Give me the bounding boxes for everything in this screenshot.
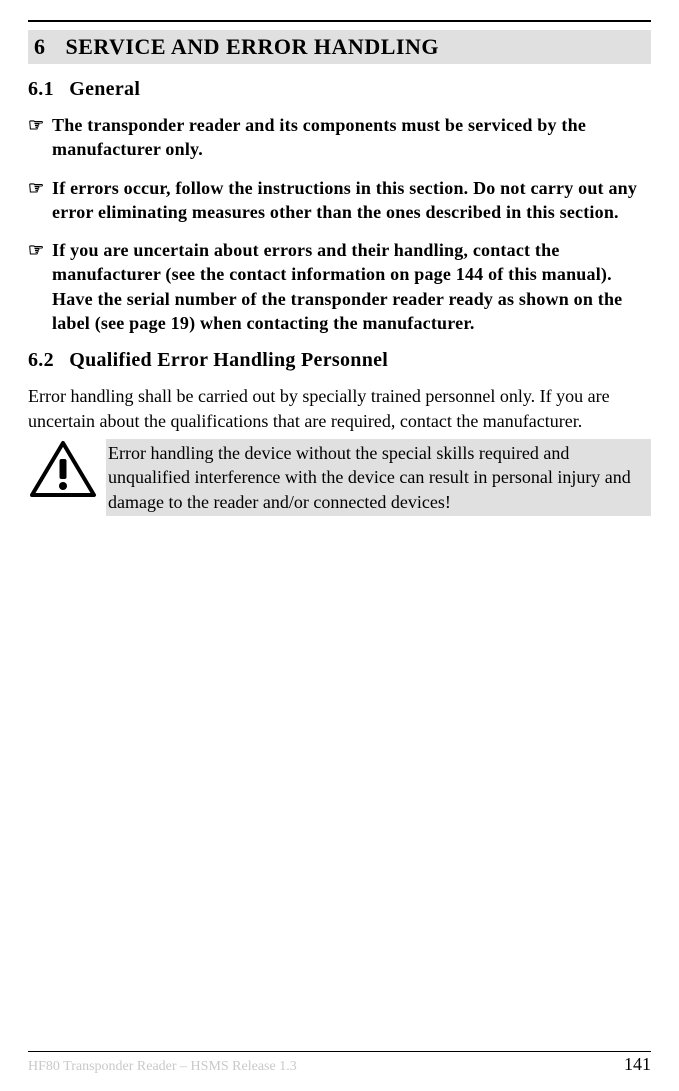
subsection-6-2-heading: 6.2 Qualified Error Handling Personnel: [28, 349, 651, 372]
list-item: ☞ If errors occur, follow the instructio…: [28, 176, 651, 225]
bullet-text: The transponder reader and its component…: [52, 113, 651, 162]
bullet-text: If errors occur, follow the instructions…: [52, 176, 651, 225]
subsection-6-1-heading: 6.1 General: [28, 78, 651, 101]
page-number: 141: [624, 1054, 651, 1075]
pointing-hand-icon: ☞: [28, 176, 52, 225]
warning-text: Error handling the device without the sp…: [106, 439, 651, 516]
pointing-hand-icon: ☞: [28, 113, 52, 162]
subsection-6-2-title: Qualified Error Handling Personnel: [69, 349, 388, 371]
bullet-text: If you are uncertain about errors and th…: [52, 238, 651, 335]
list-item: ☞ If you are uncertain about errors and …: [28, 238, 651, 335]
section-title-text: SERVICE AND ERROR HANDLING: [66, 34, 439, 59]
footer-doc-title: HF80 Transponder Reader – HSMS Release 1…: [28, 1059, 297, 1075]
pointing-hand-icon: ☞: [28, 238, 52, 335]
section-heading: 6 SERVICE AND ERROR HANDLING: [28, 30, 651, 64]
subsection-6-2-body: Error handling shall be carried out by s…: [28, 384, 651, 433]
footer-line: HF80 Transponder Reader – HSMS Release 1…: [28, 1054, 651, 1075]
subsection-6-1-title: General: [69, 78, 140, 100]
top-horizontal-rule: [28, 20, 651, 22]
subsection-6-2-number: 6.2: [28, 349, 54, 372]
footer-horizontal-rule: [28, 1051, 651, 1052]
warning-triangle-icon: [28, 439, 98, 516]
section-number: 6: [34, 34, 46, 60]
subsection-6-1-number: 6.1: [28, 78, 54, 101]
page-footer: HF80 Transponder Reader – HSMS Release 1…: [28, 1051, 651, 1075]
warning-callout: Error handling the device without the sp…: [28, 439, 651, 516]
list-item: ☞ The transponder reader and its compone…: [28, 113, 651, 162]
general-bullet-list: ☞ The transponder reader and its compone…: [28, 113, 651, 335]
